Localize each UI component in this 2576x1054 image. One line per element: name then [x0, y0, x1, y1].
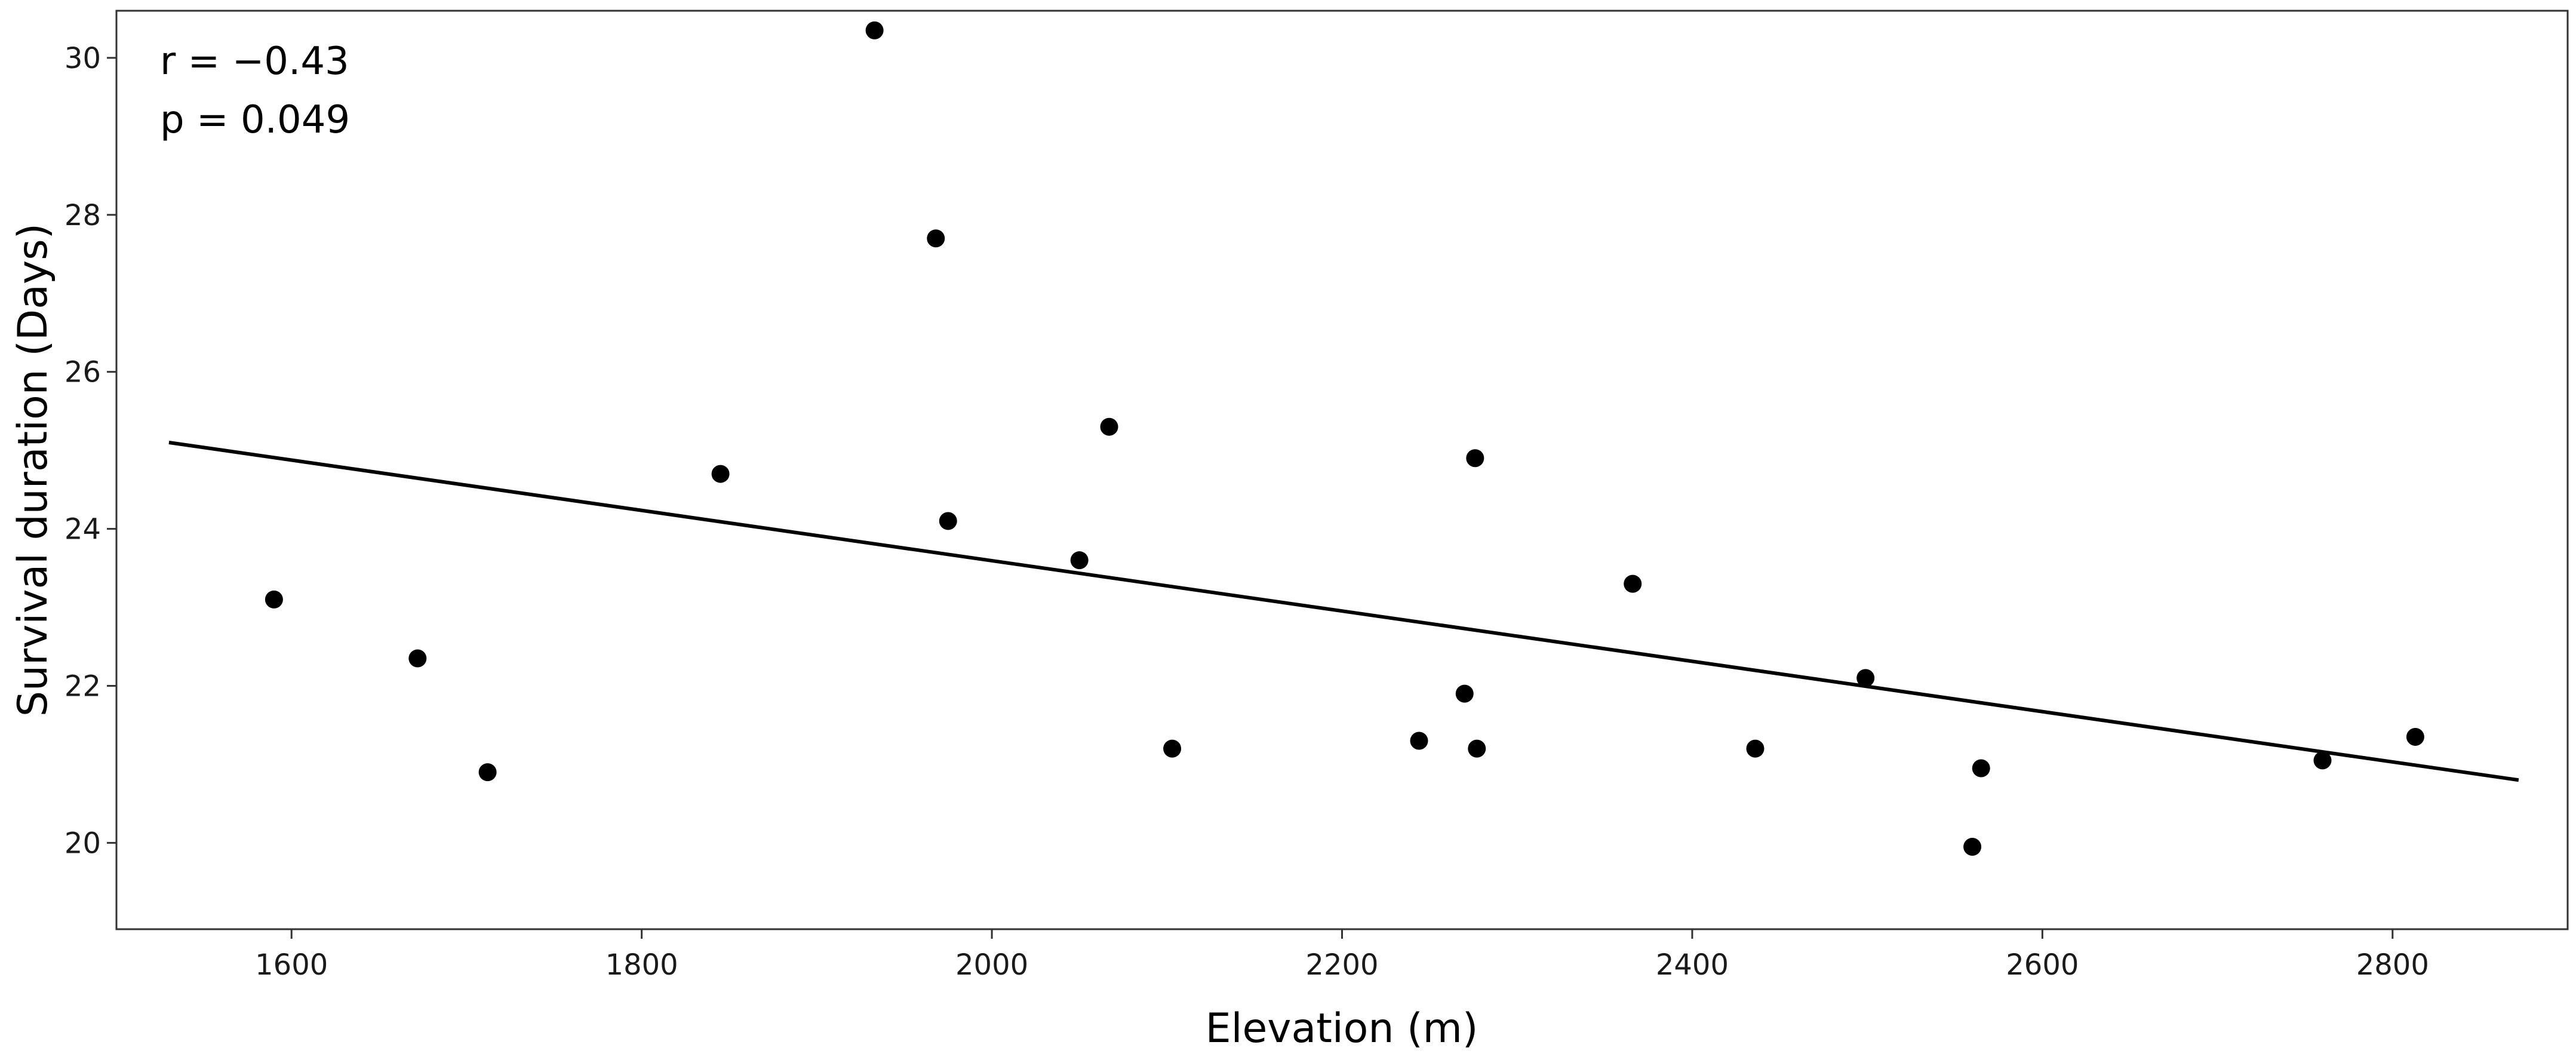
data-point [865, 21, 884, 39]
y-tick-label: 24 [64, 513, 101, 546]
data-point [1468, 739, 1486, 758]
data-point [1410, 732, 1428, 750]
data-points [265, 21, 2424, 856]
x-tick-label: 1600 [255, 948, 328, 982]
x-tick-label: 2600 [2006, 948, 2079, 982]
p-value-annotation: p = 0.049 [160, 98, 350, 142]
y-axis: 20 22 24 26 28 30 [64, 42, 116, 860]
data-point [927, 229, 945, 248]
data-point [1972, 759, 1990, 778]
y-tick-label: 26 [64, 356, 101, 389]
x-axis-title: Elevation (m) [1206, 1005, 1478, 1052]
correlation-annotation: r = −0.43 [160, 39, 349, 84]
data-point [408, 649, 427, 668]
x-tick-label: 2200 [1305, 948, 1378, 982]
data-point [1466, 449, 1484, 468]
y-tick-label: 20 [64, 826, 101, 860]
x-tick-label: 2400 [1656, 948, 1729, 982]
data-point [2313, 751, 2332, 770]
regression-line [168, 441, 2519, 782]
data-point [1100, 417, 1118, 436]
data-point [265, 590, 283, 609]
x-axis: 1600 1800 2000 2200 2400 2600 2800 [255, 929, 2429, 982]
data-point [711, 465, 730, 483]
data-point [1624, 574, 1642, 593]
y-axis-title: Survival duration (Days) [10, 223, 57, 717]
x-tick-label: 2000 [955, 948, 1028, 982]
y-tick-label: 22 [64, 669, 101, 703]
y-tick-label: 30 [64, 42, 101, 75]
plot-panel [115, 10, 2569, 930]
x-tick-label: 2800 [2356, 948, 2429, 982]
y-tick-label: 28 [64, 199, 101, 232]
x-tick-label: 1800 [605, 948, 678, 982]
data-point [939, 512, 957, 530]
data-point [478, 763, 497, 782]
data-point [1070, 551, 1089, 570]
data-point [1455, 684, 1474, 703]
data-point [1163, 739, 1182, 758]
data-point [1963, 837, 1982, 856]
data-point [1746, 739, 1765, 758]
data-point [1856, 669, 1875, 687]
data-point [2406, 727, 2424, 746]
